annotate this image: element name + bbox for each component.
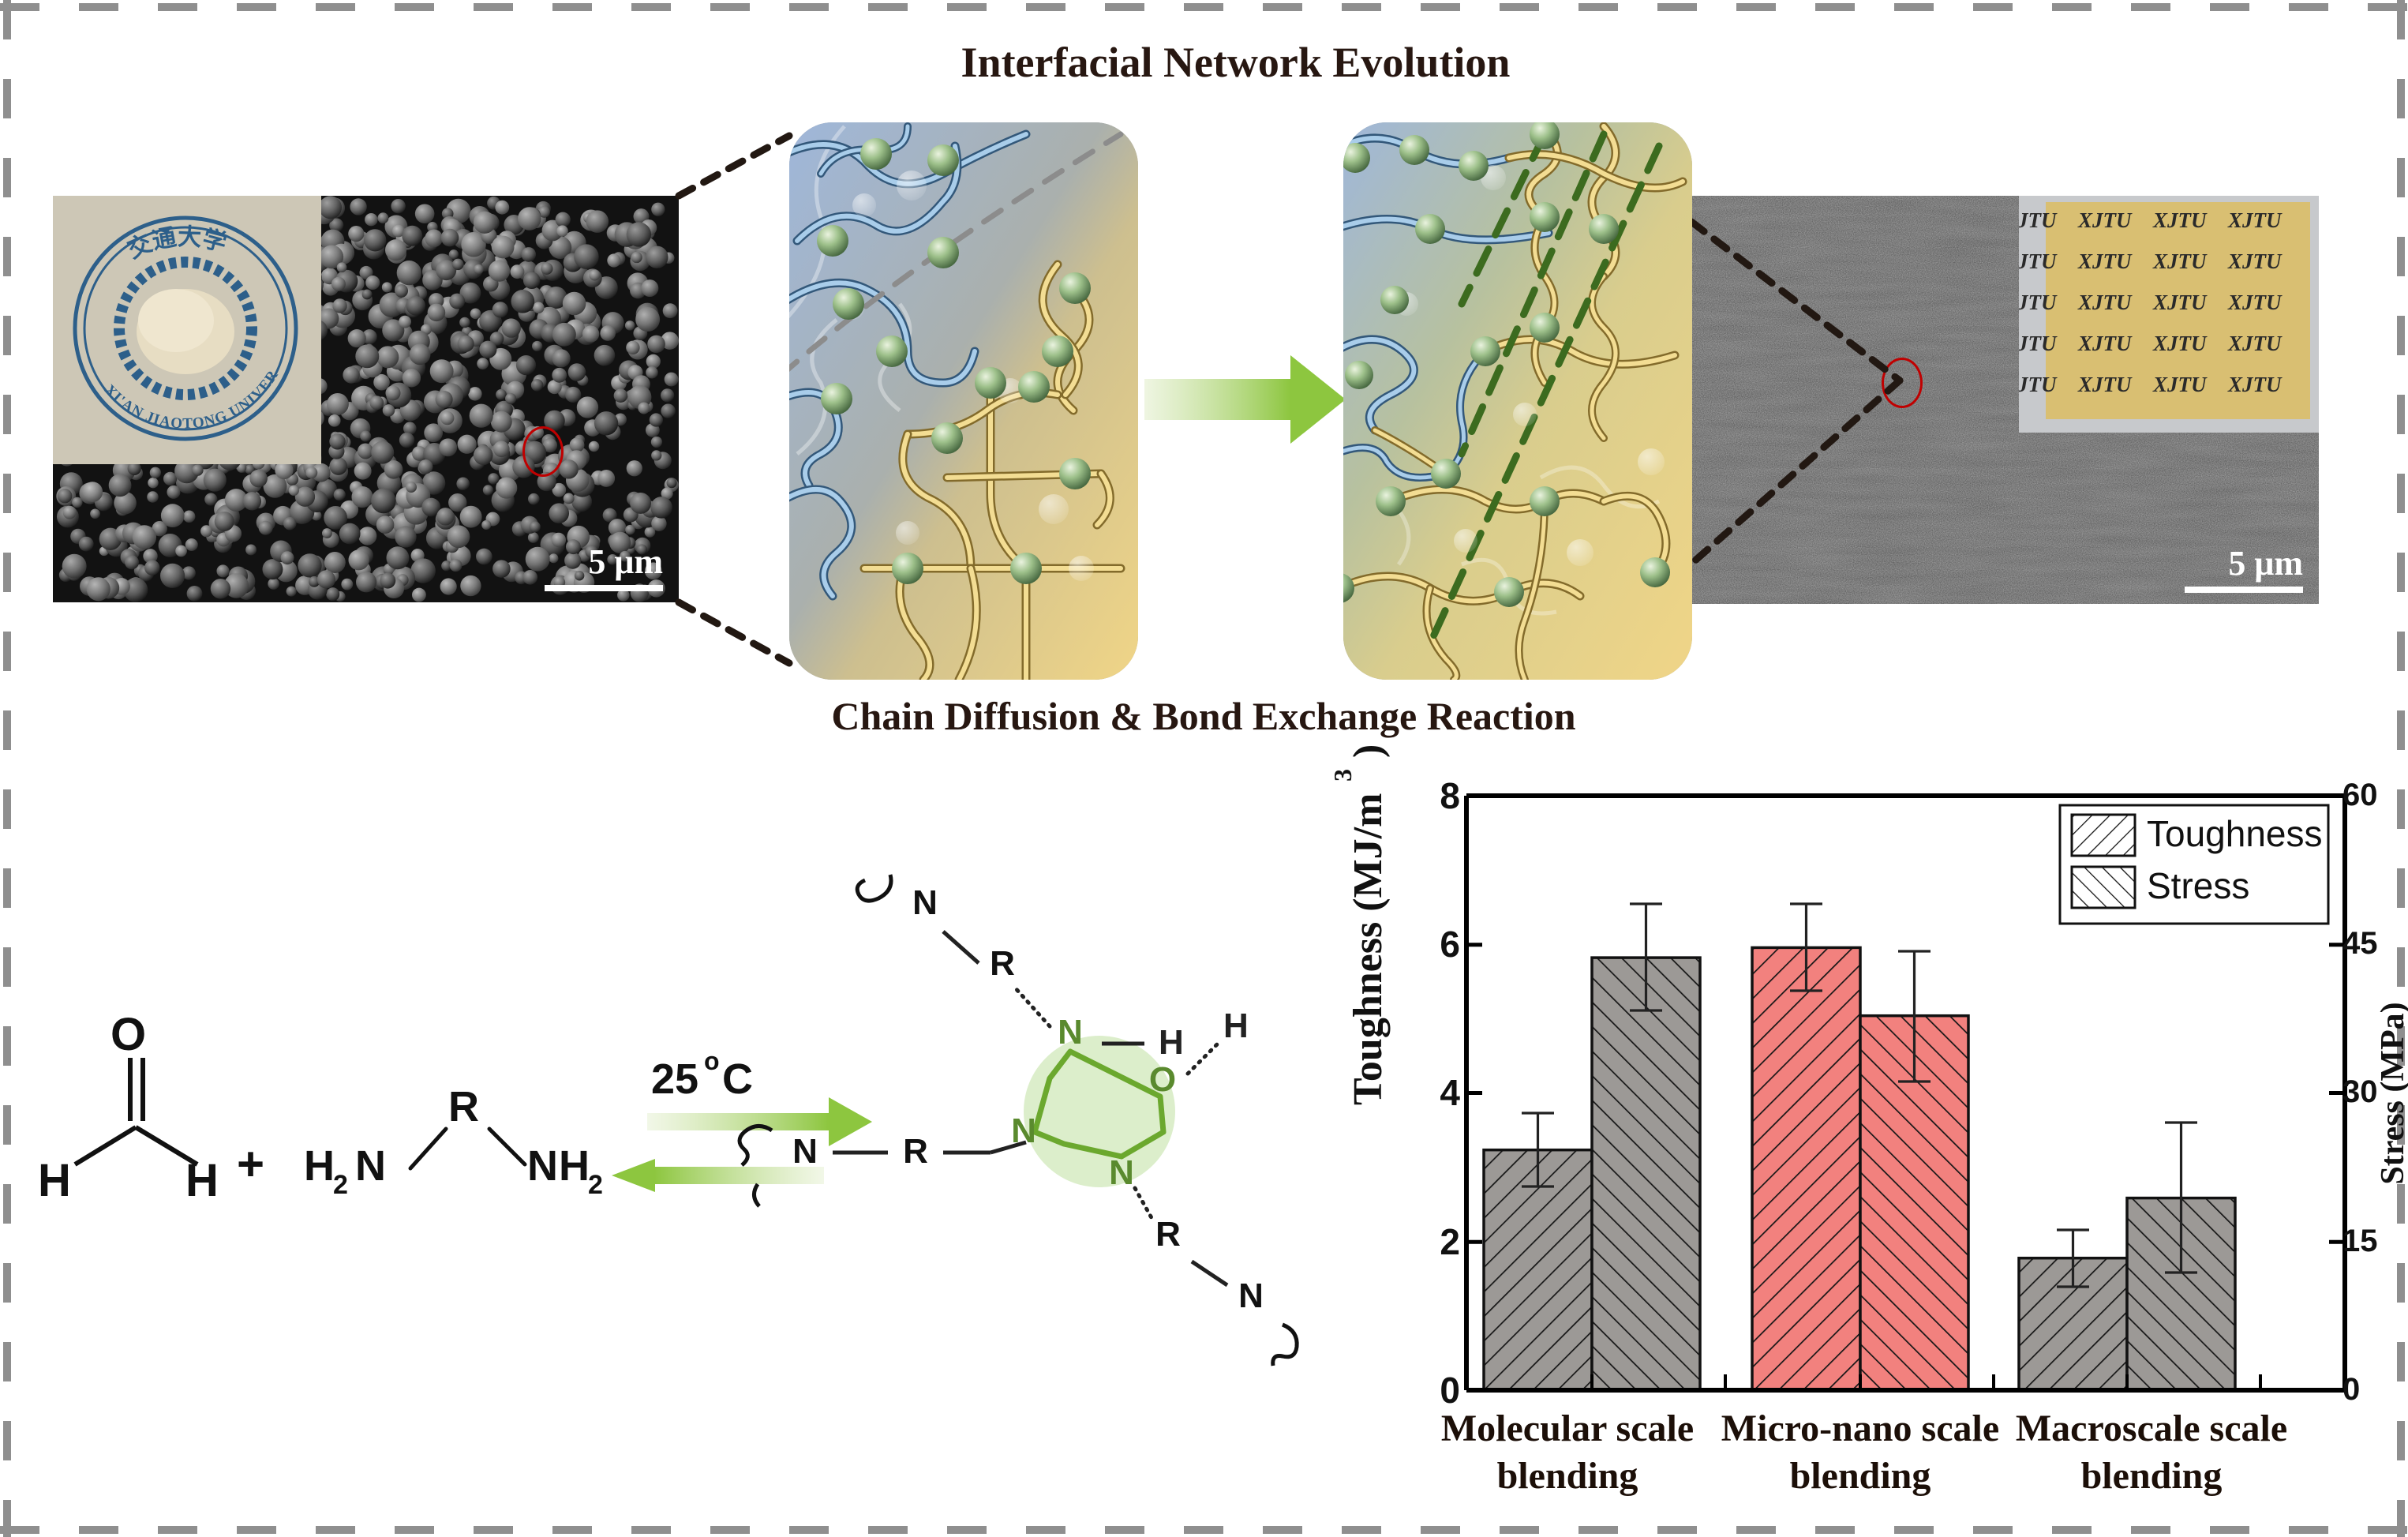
svg-text:XJTU: XJTU — [2227, 332, 2283, 355]
svg-text:XJTU: XJTU — [2019, 208, 2058, 232]
svg-text:N: N — [1109, 1153, 1134, 1192]
svg-text:R: R — [448, 1083, 479, 1130]
svg-text:XJTU: XJTU — [2077, 291, 2133, 314]
svg-text:O: O — [110, 1009, 146, 1060]
svg-text:15: 15 — [2342, 1224, 2378, 1258]
svg-text:blending: blending — [1497, 1455, 1638, 1497]
svg-text:R: R — [903, 1132, 928, 1171]
svg-text:H: H — [559, 1142, 590, 1190]
svg-text:XJTU: XJTU — [2152, 373, 2208, 396]
svg-text:8: 8 — [1440, 775, 1460, 816]
svg-text:60: 60 — [2342, 778, 2378, 812]
svg-text:0: 0 — [1440, 1370, 1460, 1411]
svg-text:25: 25 — [651, 1055, 698, 1103]
svg-text:XJTU: XJTU — [2019, 291, 2058, 314]
svg-text:XJTU: XJTU — [2077, 249, 2133, 273]
svg-text:XJTU: XJTU — [2019, 373, 2058, 396]
svg-text:3: 3 — [1328, 769, 1357, 782]
svg-text:XJTU: XJTU — [2152, 249, 2208, 273]
svg-text:Stress: Stress — [2147, 865, 2249, 906]
svg-text:XJTU: XJTU — [2227, 208, 2283, 232]
svg-text:O: O — [1149, 1060, 1176, 1099]
svg-text:6: 6 — [1440, 924, 1460, 965]
svg-text:Micro-nano scale: Micro-nano scale — [1721, 1408, 1999, 1449]
svg-text:2: 2 — [1440, 1221, 1460, 1262]
svg-text:): ) — [1346, 744, 1391, 758]
svg-text:H: H — [38, 1155, 71, 1206]
svg-text:2: 2 — [333, 1170, 348, 1200]
svg-text:C: C — [722, 1055, 753, 1103]
svg-text:+: + — [237, 1138, 264, 1190]
svg-text:N: N — [1011, 1112, 1036, 1150]
svg-text:XJTU: XJTU — [2019, 332, 2058, 355]
svg-text:XJTU: XJTU — [2152, 208, 2208, 232]
svg-text:XJTU: XJTU — [2227, 291, 2283, 314]
svg-text:N: N — [792, 1132, 818, 1171]
svg-text:XJTU: XJTU — [2227, 373, 2283, 396]
svg-text:H: H — [1159, 1023, 1184, 1062]
svg-text:H: H — [1223, 1007, 1249, 1045]
svg-text:XJTU: XJTU — [2077, 332, 2133, 355]
svg-text:2: 2 — [588, 1170, 603, 1200]
svg-text:R: R — [1155, 1215, 1181, 1254]
svg-text:H: H — [304, 1142, 335, 1190]
svg-text:XJTU: XJTU — [2019, 249, 2058, 273]
svg-text:Molecular scale: Molecular scale — [1441, 1408, 1694, 1449]
svg-text:XJTU: XJTU — [2077, 373, 2133, 396]
svg-text:H: H — [185, 1155, 219, 1206]
svg-text:XJTU: XJTU — [2077, 208, 2133, 232]
svg-text:R: R — [990, 944, 1015, 983]
svg-text:Stress (MPa): Stress (MPa) — [2375, 1002, 2408, 1184]
svg-text:N: N — [1238, 1276, 1264, 1315]
svg-text:30: 30 — [2342, 1074, 2378, 1109]
svg-text:N: N — [527, 1142, 558, 1190]
svg-text:N: N — [355, 1142, 386, 1190]
svg-text:N: N — [1058, 1013, 1083, 1052]
svg-text:blending: blending — [2081, 1455, 2223, 1497]
svg-text:o: o — [704, 1047, 720, 1075]
svg-text:Toughness: Toughness — [2147, 813, 2323, 854]
svg-text:XJTU: XJTU — [2152, 332, 2208, 355]
svg-text:N: N — [912, 883, 938, 922]
svg-text:Toughness (MJ/m: Toughness (MJ/m — [1346, 793, 1391, 1105]
svg-text:XJTU: XJTU — [2227, 249, 2283, 273]
svg-text:0: 0 — [2342, 1372, 2360, 1407]
svg-text:4: 4 — [1440, 1072, 1460, 1113]
svg-text:45: 45 — [2342, 926, 2378, 961]
svg-text:blending: blending — [1790, 1455, 1931, 1497]
svg-text:XJTU: XJTU — [2152, 291, 2208, 314]
svg-text:Macroscale scale: Macroscale scale — [2016, 1408, 2287, 1449]
